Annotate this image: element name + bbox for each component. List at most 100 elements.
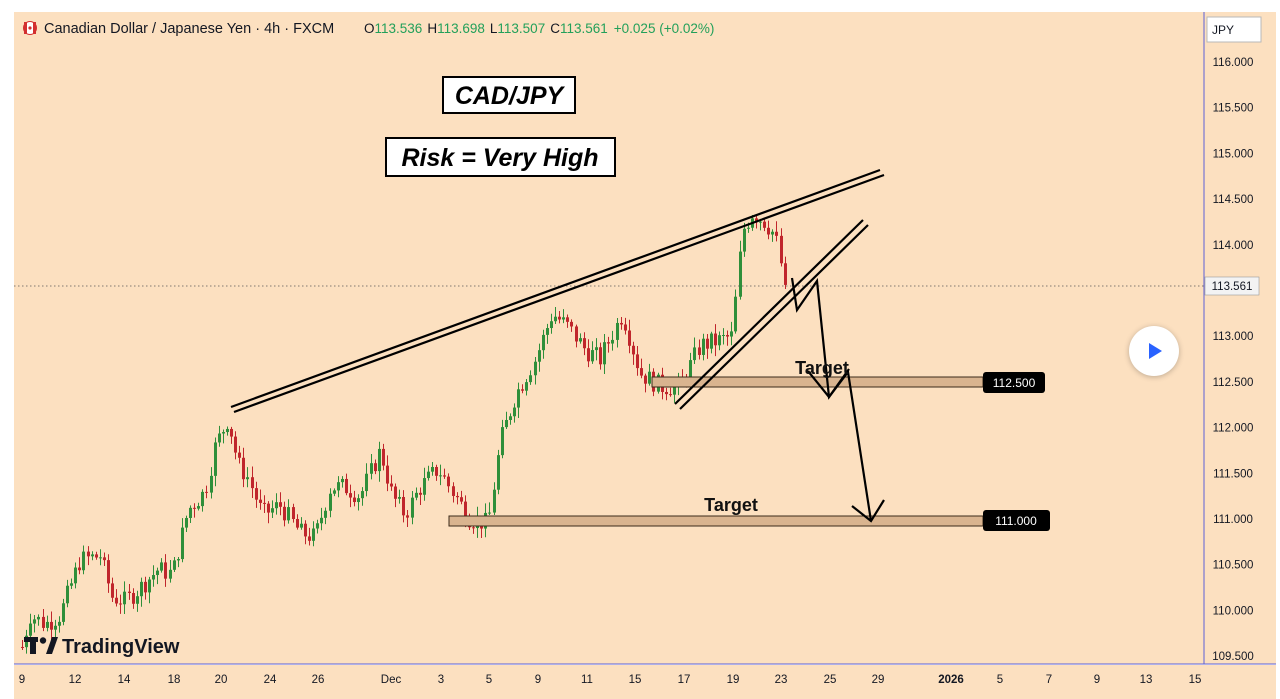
play-button[interactable] [1129,326,1179,376]
candle-body [54,625,57,630]
candle-body [148,579,151,593]
candle-body [763,221,766,228]
candle-body [755,218,758,223]
candle-body [669,394,672,396]
candle-body [349,493,352,498]
time-tick-label: 24 [264,674,277,686]
symbol-title[interactable]: Canadian Dollar / Japanese Yen · 4h · FX… [44,21,334,37]
ohlc-low-value: 113.507 [497,21,545,36]
candle-body [189,507,192,518]
candle-body [607,342,610,344]
candle-body [296,519,299,528]
target-zone-lower-box [448,515,984,527]
projection-path [790,277,873,522]
tradingview-logo[interactable]: TradingView [24,636,180,658]
candle-body [509,416,512,420]
time-tick-label: 29 [872,674,885,686]
annotation-title-box: CAD/JPY [442,76,576,114]
candle-body [390,483,393,487]
candle-body [119,603,122,605]
time-tick-label: Dec [381,674,402,686]
candle-body [726,335,729,337]
candle-body [263,502,266,504]
rising-wedge-lower-line [674,219,869,410]
candle-body [329,493,332,511]
candle-body [21,646,24,648]
candle-body [595,347,598,351]
candle-body [173,560,176,570]
candle-body [37,616,40,620]
tradingview-logo-text: TradingView [62,636,180,658]
candle-body [123,591,126,605]
ohlc-readout: O113.536 H113.698 L113.507 C113.561 +0.025 (… [364,21,714,36]
price-tick-label: 112.000 [1213,423,1254,435]
candle-body [542,334,545,351]
target-label-upper: 112.500 [983,372,1045,393]
time-tick-label: 25 [824,674,837,686]
time-tick-label: 26 [312,674,325,686]
price-tick-label: 114.500 [1213,194,1254,206]
time-tick-label: 2026 [938,674,964,686]
candle-body [665,391,668,395]
candle-body [283,506,286,521]
time-tick-label: 5 [486,674,492,686]
candle-body [275,502,278,509]
candle-body [234,436,237,453]
price-tick-label: 111.000 [1213,514,1253,526]
candle-body [587,348,590,362]
candle-body [197,506,200,509]
candle-body [673,385,676,395]
tradingview-logo-icon [24,637,58,654]
candle-body [242,457,245,480]
time-tick-label: 15 [1189,674,1202,686]
candle-body [337,482,340,491]
candle-body [140,581,143,597]
candle-body [87,551,90,557]
candle-body [185,517,188,528]
candle-body [115,597,118,604]
candle-body [160,562,163,571]
candle-body [562,317,565,320]
price-tick-label: 109.500 [1212,651,1254,663]
candle-body [210,475,213,493]
ohlc-change: +0.025 (+0.02%) [614,21,715,36]
candle-body [50,621,53,630]
candle-body [759,221,762,223]
last-price-tag-text: 113.561 [1212,281,1253,293]
candle-body [775,231,778,236]
candle-body [517,389,520,408]
candle-body [558,316,561,320]
candle-body [546,328,549,335]
candle-body [103,557,106,561]
candle-body [689,360,692,382]
candle-body [382,448,385,466]
time-tick-label: 9 [535,674,541,686]
last-price-tag: 113.561 [1204,276,1260,296]
annotation-risk-box: Risk = Very High [385,137,616,177]
candle-body [238,452,241,458]
candle-body [324,510,327,518]
candle-body [411,497,414,518]
candle-body [320,517,323,524]
candle-body [62,603,65,622]
candle-body [226,428,229,433]
candle-body [493,489,496,513]
candle-body [583,338,586,349]
candle-body [747,227,750,229]
currency-label[interactable]: JPY [1206,16,1262,43]
candle-body [525,382,528,391]
candle-body [365,473,368,492]
time-axis-ticks: 9 12 14 18 20 24 26 Dec 3 5 9 11 15 17 19 23 25 29 2026 5 7 9… [19,674,1202,686]
candle-body [431,467,434,472]
candle-body [353,497,356,503]
time-tick-label: 14 [118,674,131,686]
candle-body [706,338,709,349]
target-label-lower-text: 111.000 [995,514,1037,528]
candle-body [730,331,733,337]
target-zone-lower [448,515,984,527]
candle-body [513,407,516,417]
candle-body [722,335,725,337]
time-tick-label: 17 [678,674,691,686]
candle-body [447,476,450,487]
